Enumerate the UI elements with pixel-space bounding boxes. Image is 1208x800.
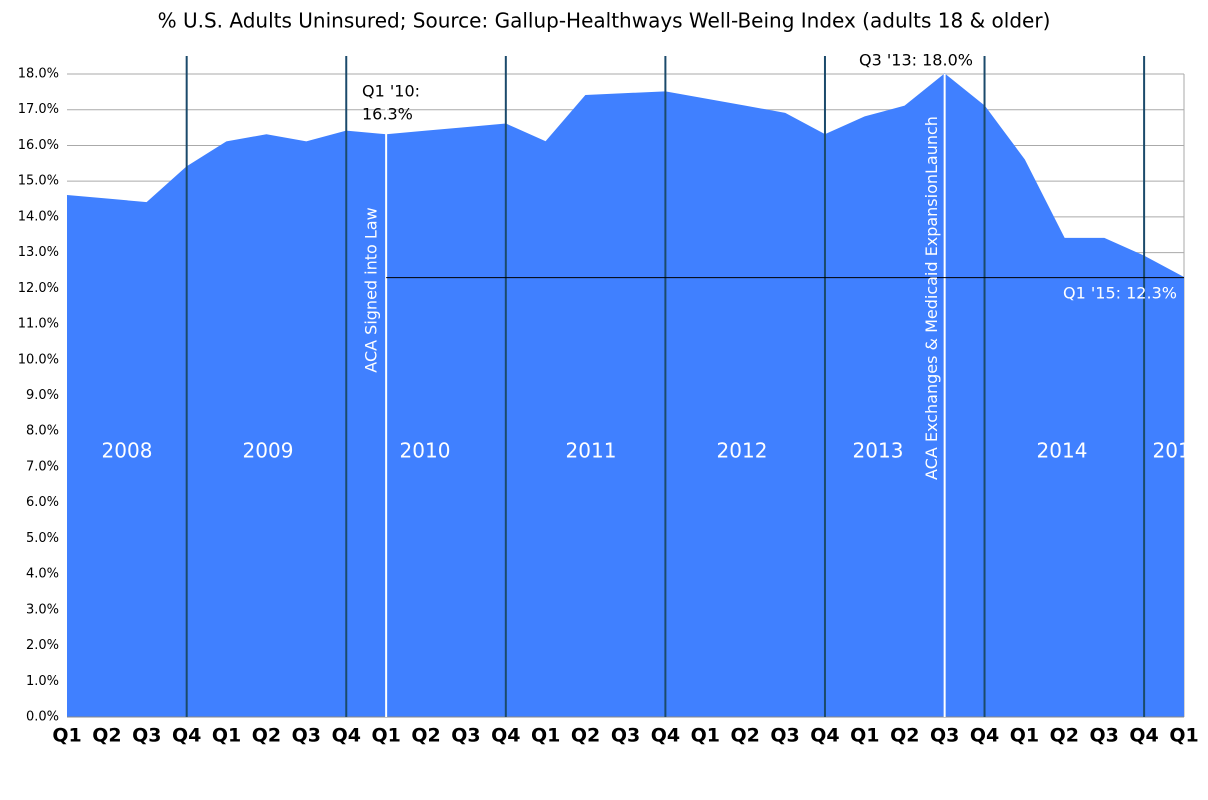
- year-label: 2012: [717, 439, 768, 463]
- x-tick-label: Q1: [1010, 725, 1039, 747]
- area-line: [66, 73, 1185, 279]
- annotation: Q1 '15: 12.3%: [1063, 284, 1177, 303]
- y-tick-label: 2.0%: [26, 638, 59, 653]
- chart-title: % U.S. Adults Uninsured; Source: Gallup-…: [158, 9, 1051, 33]
- x-tick-label: Q4: [1129, 725, 1158, 747]
- year-label: 2008: [102, 439, 153, 463]
- x-tick-label: Q4: [651, 725, 680, 747]
- y-tick-label: 9.0%: [26, 388, 59, 403]
- y-tick-label: 18.0%: [18, 67, 59, 82]
- y-tick-label: 6.0%: [26, 495, 59, 510]
- x-tick-label: Q4: [172, 725, 201, 747]
- x-tick-label: Q1: [1169, 725, 1198, 747]
- x-tick-label: Q3: [451, 725, 480, 747]
- annotation: Q1 '10:: [362, 82, 420, 101]
- x-tick-label: Q3: [1090, 725, 1119, 747]
- year-label: 2010: [400, 439, 451, 463]
- x-tick-label: Q2: [92, 725, 121, 747]
- y-tick-label: 15.0%: [18, 174, 59, 189]
- y-tick-label: 1.0%: [26, 674, 59, 689]
- x-tick-label: Q2: [571, 725, 600, 747]
- x-tick-label: Q2: [730, 725, 759, 747]
- y-tick-label: 7.0%: [26, 459, 59, 474]
- y-tick-label: 0.0%: [26, 710, 59, 725]
- x-tick-label: Q4: [332, 725, 361, 747]
- x-tick-label: Q1: [850, 725, 879, 747]
- y-tick-label: 3.0%: [26, 602, 59, 617]
- x-tick-label: Q3: [930, 725, 959, 747]
- x-tick-label: Q1: [371, 725, 400, 747]
- x-tick-label: Q2: [1050, 725, 1079, 747]
- x-tick-label: Q4: [970, 725, 999, 747]
- y-tick-label: 17.0%: [18, 102, 59, 117]
- x-tick-label: Q3: [611, 725, 640, 747]
- annotation: ACA Signed into Law: [362, 207, 381, 372]
- x-tick-label: Q1: [212, 725, 241, 747]
- year-label: 2013: [853, 439, 904, 463]
- x-tick-label: Q4: [491, 725, 520, 747]
- x-tick-label: Q2: [890, 725, 919, 747]
- y-tick-label: 13.0%: [18, 245, 59, 260]
- annotation: Q3 '13: 18.0%: [859, 51, 973, 70]
- area-fill: [67, 74, 1184, 717]
- y-tick-label: 11.0%: [18, 317, 59, 332]
- y-tick-label: 4.0%: [26, 567, 59, 582]
- y-tick-label: 5.0%: [26, 531, 59, 546]
- x-tick-label: Q3: [132, 725, 161, 747]
- x-tick-label: Q1: [52, 725, 81, 747]
- x-tick-label: Q1: [531, 725, 560, 747]
- x-tick-label: Q3: [292, 725, 321, 747]
- x-tick-label: Q4: [810, 725, 839, 747]
- year-label: 2014: [1037, 439, 1088, 463]
- x-tick-label: Q1: [691, 725, 720, 747]
- y-tick-label: 16.0%: [18, 138, 59, 153]
- year-label: 2015: [1153, 439, 1204, 463]
- x-tick-label: Q3: [770, 725, 799, 747]
- y-tick-label: 8.0%: [26, 424, 59, 439]
- x-tick-label: Q2: [411, 725, 440, 747]
- y-tick-label: 12.0%: [18, 281, 59, 296]
- y-tick-label: 14.0%: [18, 209, 59, 224]
- y-tick-label: 10.0%: [18, 352, 59, 367]
- year-label: 2011: [566, 439, 617, 463]
- annotation: 16.3%: [362, 105, 413, 124]
- x-tick-label: Q2: [252, 725, 281, 747]
- year-label: 2009: [243, 439, 294, 463]
- annotation: ACA Exchanges & Medicaid ExpansionLaunch: [922, 116, 941, 480]
